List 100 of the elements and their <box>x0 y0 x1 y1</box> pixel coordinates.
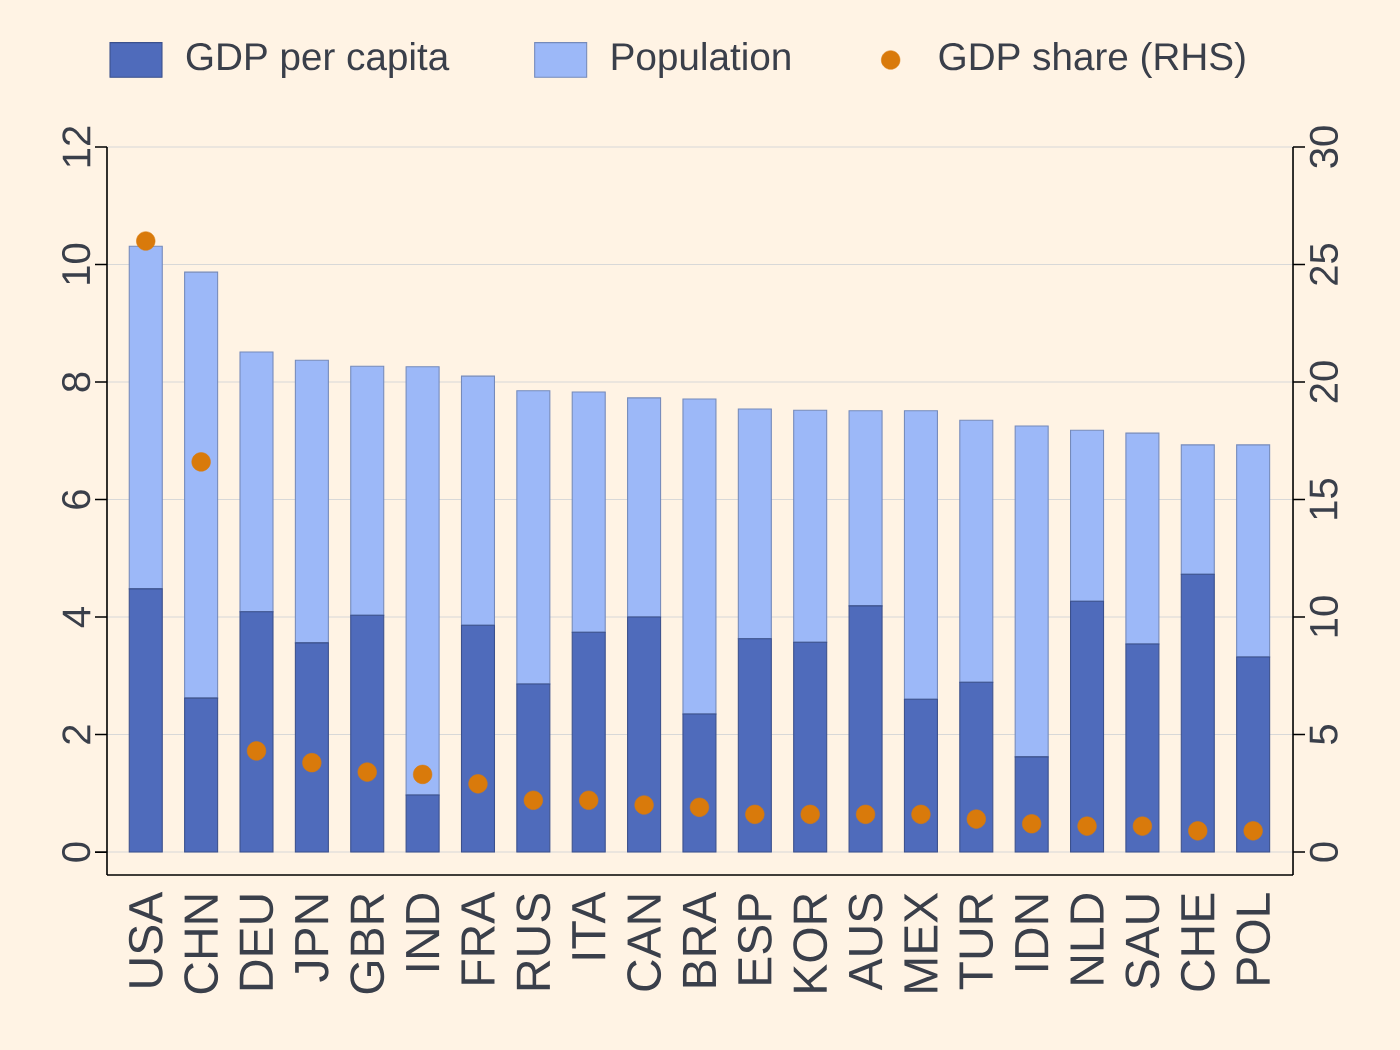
bar <box>737 638 772 853</box>
point <box>523 790 543 810</box>
point <box>1243 821 1263 841</box>
point <box>468 774 488 794</box>
point <box>911 804 931 824</box>
x-tick-label: CAN <box>627 895 662 991</box>
y-tick-label: 12 <box>62 126 91 167</box>
y2-tick-label: 15 <box>1309 478 1338 519</box>
bar <box>627 397 662 618</box>
point <box>800 804 820 824</box>
bar <box>239 351 274 613</box>
x-tick-label: FRA <box>461 891 495 984</box>
point <box>966 809 986 829</box>
bar <box>1180 444 1215 575</box>
x-tick-label: ITA <box>572 891 606 959</box>
bar <box>903 410 938 700</box>
bar <box>1236 656 1271 853</box>
y-tick-label: 10 <box>61 243 91 284</box>
point <box>136 231 156 251</box>
bar <box>184 697 219 853</box>
x-tick-label: RUS <box>516 893 551 990</box>
x-tick-label: CHN <box>184 895 219 994</box>
bar <box>184 271 219 699</box>
point <box>1188 821 1208 841</box>
bar <box>1014 425 1049 758</box>
bar <box>128 588 163 853</box>
x-tick-label: CHE <box>1180 893 1215 991</box>
bar <box>682 713 717 853</box>
y2-tick-label: 5 <box>1309 725 1338 744</box>
point <box>246 741 267 761</box>
y-tick-label: 4 <box>62 607 91 628</box>
x-tick-label: KOR <box>793 893 828 992</box>
x-tick-label: SAU <box>1125 895 1160 989</box>
point <box>689 797 710 817</box>
bar <box>405 366 440 796</box>
bar <box>848 605 883 853</box>
bar <box>1125 643 1160 853</box>
x-tick-label: IDN <box>1015 895 1049 970</box>
bar <box>239 611 274 853</box>
bar <box>1070 429 1105 602</box>
x-tick-label: NLD <box>1070 894 1104 984</box>
point <box>413 764 433 785</box>
bar <box>516 390 551 685</box>
point <box>855 804 876 824</box>
x-tick-label: TUR <box>959 893 994 990</box>
bar <box>128 245 163 590</box>
bar <box>571 391 606 633</box>
y-tick-label: 6 <box>61 490 91 509</box>
bar <box>1236 444 1271 658</box>
bar <box>793 641 828 853</box>
x-tick-label: IND <box>406 894 440 970</box>
bar <box>460 375 496 626</box>
y2-tick-label: 20 <box>1309 361 1339 403</box>
x-tick-label: BRA <box>682 891 716 987</box>
point <box>357 762 377 782</box>
point <box>1132 816 1153 836</box>
bar <box>405 794 440 853</box>
x-tick-label: POL <box>1236 893 1271 984</box>
x-tick-label: DEU <box>239 895 274 990</box>
bar <box>571 631 606 853</box>
x-tick-label: JPN <box>295 895 329 982</box>
x-tick-label: ESP <box>737 894 772 984</box>
y-tick-label: 8 <box>61 372 91 392</box>
legend-label: GDP share (RHS) <box>939 41 1245 79</box>
point <box>302 753 322 773</box>
bar <box>294 359 329 644</box>
bar <box>627 616 662 853</box>
x-tick-label: MEX <box>904 892 938 992</box>
legend-label: GDP per capita <box>186 41 450 79</box>
x-tick-label: USA <box>128 891 163 987</box>
bar <box>1125 432 1160 645</box>
bar <box>1180 573 1215 853</box>
y-tick-label: 2 <box>62 725 91 744</box>
bar <box>350 365 385 616</box>
point <box>634 795 654 815</box>
point <box>745 804 765 824</box>
bar <box>294 642 329 853</box>
y2-tick-label: 10 <box>1309 596 1339 637</box>
y2-tick-label: 30 <box>1309 126 1339 168</box>
x-tick-label: AUS <box>848 893 883 991</box>
point <box>1077 816 1097 836</box>
bar <box>1070 600 1105 853</box>
bar <box>959 681 994 853</box>
bar <box>848 410 883 607</box>
point <box>191 452 211 472</box>
point <box>579 790 599 810</box>
y2-tick-label: 0 <box>1309 842 1339 862</box>
y-tick-label: 0 <box>61 842 91 862</box>
x-tick-label: GBR <box>350 893 385 994</box>
bar <box>737 408 772 640</box>
bar <box>350 614 385 853</box>
bar <box>460 624 496 853</box>
bar <box>959 419 994 683</box>
bar <box>516 683 551 853</box>
y2-tick-label: 25 <box>1309 243 1339 285</box>
point <box>1022 814 1042 834</box>
bar <box>793 409 828 643</box>
bar <box>903 698 938 853</box>
bar <box>682 398 717 715</box>
legend-label: Population <box>612 41 790 79</box>
